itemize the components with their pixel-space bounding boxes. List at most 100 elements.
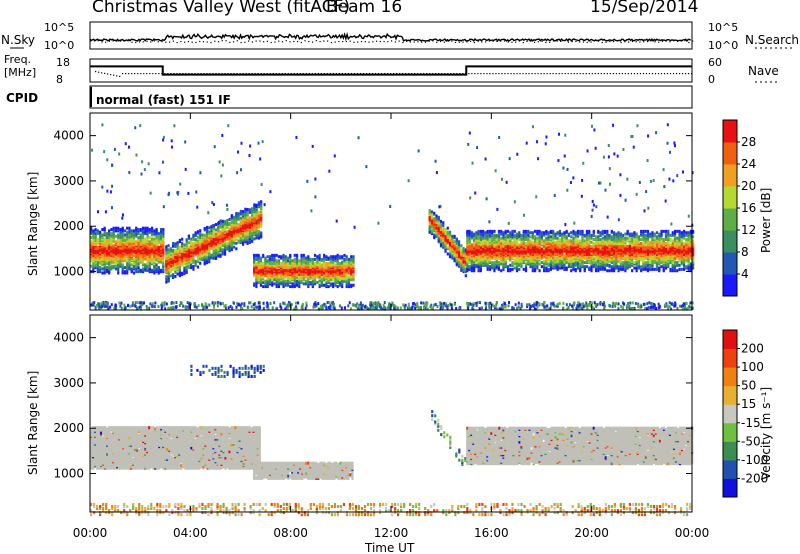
power-cell [219,253,222,257]
power-cell [455,241,458,245]
noise-search-point [597,40,600,42]
power-cell [470,257,473,261]
power-cell [103,226,106,230]
power-cell [320,263,323,267]
power-cell [277,255,281,259]
power-cell [352,283,355,287]
power-cell [226,221,229,225]
power-cell [248,235,251,239]
nave-point [335,73,338,75]
power-cell [212,229,215,233]
nave-point [477,73,479,75]
power-cell [430,210,434,214]
power-cell [453,257,456,261]
power-cell [585,246,589,250]
power-cell [137,228,140,232]
power-cell [139,268,142,272]
power-cell [130,237,133,241]
noise-search-point [436,41,438,43]
power-cell [121,232,124,236]
noise-search-point [661,40,664,42]
noise-search-point [676,40,679,42]
nave-point [362,73,365,75]
nave-point [311,73,313,75]
power-cell [126,230,129,234]
power-cell [132,229,136,233]
power-cell [99,230,102,234]
power-cell [251,237,254,241]
power-cell [101,267,104,271]
noise-search-point [496,40,498,42]
power-cell [547,233,550,237]
power-cell [491,237,494,241]
power-cell [439,219,443,223]
power-cell [640,269,643,273]
power-cell [603,267,607,271]
nave-point [125,73,127,75]
power-cell [327,261,330,265]
power-cell [462,249,465,253]
power-cell [103,268,106,272]
power-cell [201,253,204,257]
noise-search-point [214,40,216,42]
power-cell [259,279,263,283]
nave-point [597,73,599,75]
power-cell [286,259,290,263]
power-cell [248,208,251,212]
power-cell [468,258,471,262]
power-cell [110,237,113,241]
power-cell [298,261,301,265]
power-cell [239,209,242,213]
freq-label-line1: Freq. [4,53,31,66]
power-cell [475,243,478,247]
noise-search-point [199,40,201,43]
power-cell [114,240,118,244]
power-cell [622,265,625,269]
power-cell [176,241,179,245]
power-cell [181,237,184,241]
nave-point [374,73,377,75]
nave-point [435,73,437,75]
power-cell [264,256,267,260]
power-cell [291,282,294,286]
nave-point [305,73,307,75]
nave-point [465,73,467,75]
noise-search-point [278,40,280,42]
power-cell [105,270,109,274]
power-cell [511,267,514,271]
power-cell [230,248,233,252]
power-cell [343,253,346,257]
power-cell [167,244,170,248]
power-cell [96,237,99,241]
power-cell [101,233,104,237]
power-cell [635,269,638,273]
power-cell [493,229,496,233]
power-cell [167,250,170,254]
power-cell [603,229,607,233]
power-cell [646,246,650,250]
power-cell [435,221,438,225]
nave-point [215,73,217,75]
power-cell [101,253,104,257]
power-cell [437,226,440,230]
power-cell [244,207,247,211]
power-cell [212,224,215,228]
power-cell [99,266,102,270]
power-cell [132,236,136,240]
freq-tick-bottom: 8 [56,73,63,86]
nave-point [549,73,551,75]
power-cell [221,219,224,223]
power-cell [482,229,485,233]
power-cell [271,257,274,261]
nave-point [107,73,109,75]
power-cell [502,235,505,239]
power-cell [150,226,154,230]
power-cell [556,259,559,263]
power-cell [442,223,445,227]
noise-search-point [692,40,694,42]
power-cell [626,236,629,240]
power-cell [325,255,328,259]
nave-point [471,73,473,75]
power-cell [181,271,184,275]
power-cell [289,285,292,289]
